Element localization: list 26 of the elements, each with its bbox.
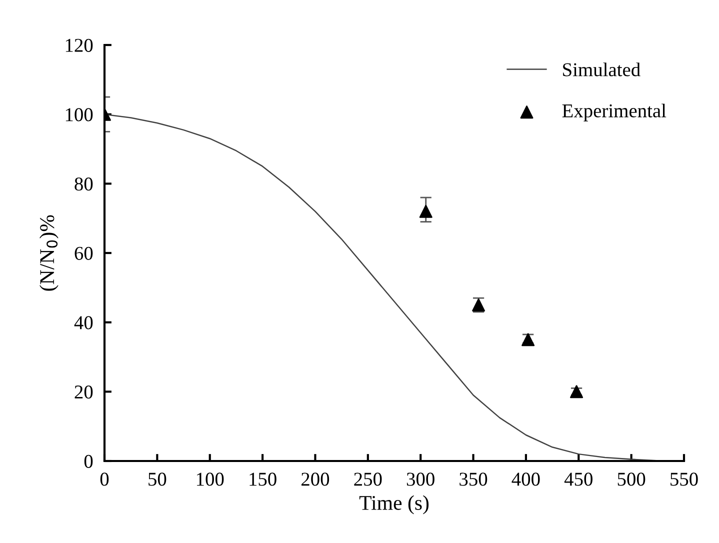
x-tick-label: 450: [564, 472, 592, 486]
point: [419, 204, 432, 218]
legend-label: Simulated: [563, 62, 640, 76]
point: [522, 333, 535, 346]
x-tick-label: 350: [460, 472, 488, 486]
y-axis-title: (N/N$_{0}$)%: [40, 215, 58, 291]
y-tick-label: 40: [74, 316, 93, 330]
y-tick-label: 0: [84, 454, 93, 468]
y-tick-label: 60: [74, 246, 93, 260]
y-tick-label: 80: [74, 177, 93, 191]
y-tick-label: 100: [66, 108, 93, 122]
x-tick-label: 0: [100, 472, 109, 486]
x-axis-title: Time (s): [359, 495, 429, 514]
point: [570, 385, 584, 398]
x-tick-label: 50: [148, 472, 166, 486]
legend-label: Experimental: [562, 104, 666, 122]
y-tick-label: 20: [74, 385, 93, 399]
x-tick-label: 100: [196, 472, 224, 486]
x-tick-label: 250: [354, 472, 382, 486]
x-tick-label: 400: [512, 472, 540, 486]
x-tick-label: 500: [618, 472, 646, 486]
y-tick-label: 120: [66, 38, 93, 52]
x-tick-label: 150: [250, 472, 276, 486]
x-tick-label: 550: [670, 472, 698, 486]
x-tick-label: 200: [302, 472, 330, 486]
x-tick-label: 300: [406, 472, 434, 486]
